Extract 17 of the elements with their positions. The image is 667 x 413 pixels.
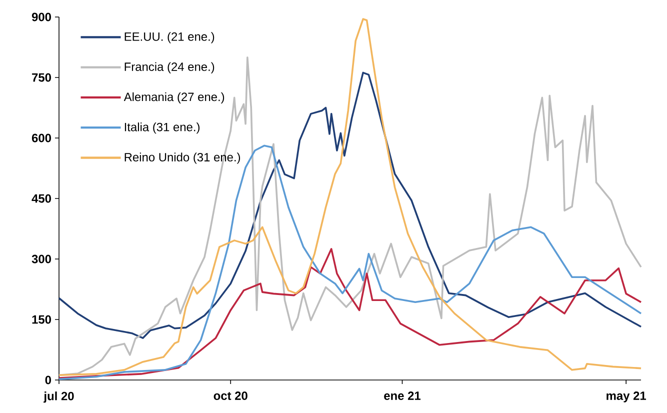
y-tick-label: 750 (32, 73, 51, 82)
legend-label: Francia (24 ene.) (124, 62, 214, 74)
x-tick-label: oct 20 (214, 392, 248, 400)
line-series (58, 72, 642, 339)
y-tick-label: 300 (32, 254, 51, 264)
legend-label: EE.UU. (21 ene.) (124, 32, 214, 44)
legend-label: Reino Unido (31 ene.) (124, 152, 240, 164)
x-tick-label: jul 20 (44, 392, 74, 403)
y-tick-label: 150 (32, 315, 51, 324)
y-tick-label: 0 (45, 376, 51, 384)
legend-label: Alemania (27 ene.) (124, 92, 224, 104)
y-tick-label: 600 (32, 134, 51, 142)
x-tick-label: may 21 (606, 392, 646, 402)
y-tick-label: 450 (32, 194, 51, 203)
legend-label: Italia (31 ene.) (124, 122, 200, 134)
x-tick-label: ene 21 (384, 392, 420, 400)
y-tick-label: 900 (32, 12, 51, 22)
